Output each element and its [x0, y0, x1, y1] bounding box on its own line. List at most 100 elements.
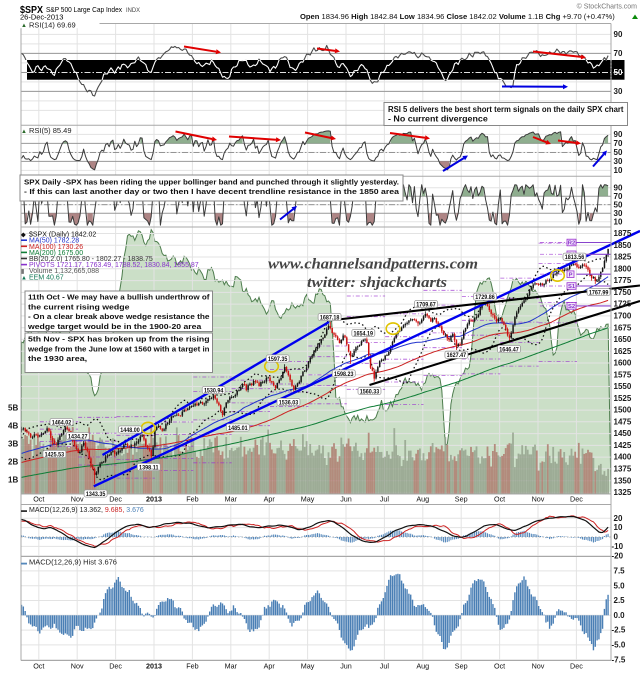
svg-text:P: P: [569, 272, 573, 278]
svg-text:10: 10: [614, 166, 623, 175]
svg-text:1687.18: 1687.18: [320, 315, 340, 321]
svg-text:1325: 1325: [614, 488, 632, 497]
svg-text:BB(20,2.0) 1765.80 - 1802.27 -: BB(20,2.0) 1765.80 - 1802.27 - 1838.75: [29, 256, 153, 263]
svg-text:70: 70: [614, 139, 623, 148]
svg-text:2013: 2013: [146, 662, 162, 671]
svg-text:4B: 4B: [8, 422, 18, 431]
svg-text:$SPX: $SPX: [20, 4, 43, 16]
svg-text:1475: 1475: [614, 417, 632, 426]
svg-text:50: 50: [614, 148, 623, 157]
svg-text:▲: ▲: [21, 275, 27, 281]
svg-text:Aug: Aug: [416, 495, 429, 504]
svg-text:1775: 1775: [614, 276, 632, 285]
svg-text:Jul: Jul: [380, 662, 390, 671]
svg-text:- No current divergence: - No current divergence: [388, 115, 489, 124]
svg-text:RSI(5) 85.49: RSI(5) 85.49: [29, 126, 72, 135]
svg-text:1485.01: 1485.01: [228, 426, 248, 432]
svg-text:Sep: Sep: [455, 662, 468, 671]
svg-text:Nov: Nov: [71, 495, 84, 504]
svg-text:1450: 1450: [614, 429, 632, 438]
svg-text:1709.67: 1709.67: [416, 302, 436, 308]
svg-text:1550: 1550: [614, 382, 632, 391]
svg-text:▬: ▬: [21, 561, 27, 567]
svg-text:Dec: Dec: [109, 662, 122, 671]
svg-text:1875: 1875: [614, 229, 632, 238]
svg-text:1725: 1725: [614, 300, 632, 309]
svg-text:Oct: Oct: [494, 662, 505, 671]
svg-text:1813.56: 1813.56: [565, 255, 585, 261]
svg-text:Aug: Aug: [416, 662, 429, 671]
svg-text:3B: 3B: [8, 440, 18, 449]
svg-text:Dec: Dec: [109, 495, 122, 504]
svg-text:Mar: Mar: [225, 495, 238, 504]
svg-text:Dec: Dec: [570, 495, 583, 504]
svg-text:1350: 1350: [614, 476, 632, 485]
svg-text:11th Oct - We may have a bulli: 11th Oct - We may have a bullish underth…: [28, 293, 210, 302]
svg-text:R2: R2: [568, 241, 575, 247]
svg-text:1575: 1575: [614, 370, 632, 379]
svg-text:▲: ▲: [21, 129, 27, 135]
svg-text:1597.35: 1597.35: [268, 357, 288, 363]
svg-text:MA(100) 1730.26: MA(100) 1730.26: [29, 244, 83, 251]
svg-text:30: 30: [614, 157, 623, 166]
svg-text:Mar: Mar: [225, 662, 238, 671]
svg-text:Nov: Nov: [71, 662, 84, 671]
svg-text:$SPX (Daily) 1842.02: $SPX (Daily) 1842.02: [29, 232, 96, 239]
svg-text:Jul: Jul: [380, 495, 390, 504]
svg-text:Jun: Jun: [340, 495, 352, 504]
svg-text:1750: 1750: [614, 288, 632, 297]
svg-text:◆: ◆: [20, 232, 26, 239]
svg-text:1675: 1675: [614, 323, 632, 332]
svg-text:Feb: Feb: [186, 662, 198, 671]
svg-text:MA(200) 1675.00: MA(200) 1675.00: [29, 250, 83, 257]
svg-text:26-Dec-2013: 26-Dec-2013: [20, 13, 63, 22]
svg-text:90: 90: [614, 130, 623, 139]
svg-text:RSI(14) 69.69: RSI(14) 69.69: [29, 20, 76, 29]
svg-text:-7.5: -7.5: [612, 655, 626, 664]
svg-text:MACD(12,26,9) 13.362, 9.685, 3: MACD(12,26,9) 13.362, 9.685, 3.676: [29, 507, 144, 514]
svg-text:Oct: Oct: [494, 495, 505, 504]
svg-text:1767.99: 1767.99: [589, 290, 609, 296]
svg-text:▬: ▬: [21, 508, 27, 514]
svg-text:1525: 1525: [614, 394, 632, 403]
svg-text:1625: 1625: [614, 347, 632, 356]
svg-text:Oct: Oct: [33, 495, 44, 504]
svg-text:-10: -10: [612, 542, 624, 551]
svg-text:1800: 1800: [614, 264, 632, 273]
svg-text:Nov: Nov: [532, 662, 545, 671]
svg-text:S2: S2: [568, 304, 575, 310]
svg-text:PIVOTS 1721.17, 1763.49, 1788.: PIVOTS 1721.17, 1763.49, 1788.52, 1830.8…: [29, 262, 199, 269]
svg-text:SPX Daily -SPX has been riding: SPX Daily -SPX has been riding the upper…: [24, 177, 399, 186]
svg-text:1400: 1400: [614, 453, 632, 462]
svg-text:10: 10: [614, 217, 623, 226]
svg-text:50: 50: [614, 200, 623, 209]
svg-text:90: 90: [614, 30, 623, 39]
svg-text:1598.23: 1598.23: [334, 372, 354, 378]
svg-text:5.0: 5.0: [614, 581, 626, 590]
svg-text:S&P 500 Large Cap Index: S&P 500 Large Cap Index: [46, 5, 122, 14]
svg-text:1464.02: 1464.02: [52, 420, 72, 426]
svg-text:0: 0: [614, 533, 619, 542]
svg-text:Apr: Apr: [264, 662, 276, 671]
svg-text:1729.86: 1729.86: [475, 295, 495, 301]
svg-text:May: May: [301, 495, 315, 504]
svg-text:50: 50: [614, 68, 623, 77]
svg-text:1500: 1500: [614, 406, 632, 415]
svg-text:2.5: 2.5: [614, 596, 626, 605]
svg-text:INDX: INDX: [126, 7, 141, 14]
svg-text:- On a clear break above wedge: - On a clear break above wedge resistanc…: [28, 312, 210, 321]
svg-text:1650: 1650: [614, 335, 632, 344]
svg-text:30: 30: [614, 209, 623, 218]
svg-text:▲: ▲: [21, 23, 27, 29]
svg-text:70: 70: [614, 192, 623, 201]
svg-text:1448.00: 1448.00: [120, 428, 140, 434]
svg-text:the current rising wedge: the current rising wedge: [28, 302, 129, 311]
svg-text:Nov: Nov: [532, 495, 545, 504]
svg-text:30: 30: [614, 87, 623, 96]
svg-text:Feb: Feb: [186, 495, 198, 504]
svg-text:© StockCharts.com: © StockCharts.com: [577, 3, 638, 11]
svg-text:10: 10: [614, 523, 623, 532]
svg-text:1398.11: 1398.11: [139, 465, 159, 471]
svg-text:-5.0: -5.0: [612, 641, 626, 650]
svg-text:1560.33: 1560.33: [360, 389, 380, 395]
